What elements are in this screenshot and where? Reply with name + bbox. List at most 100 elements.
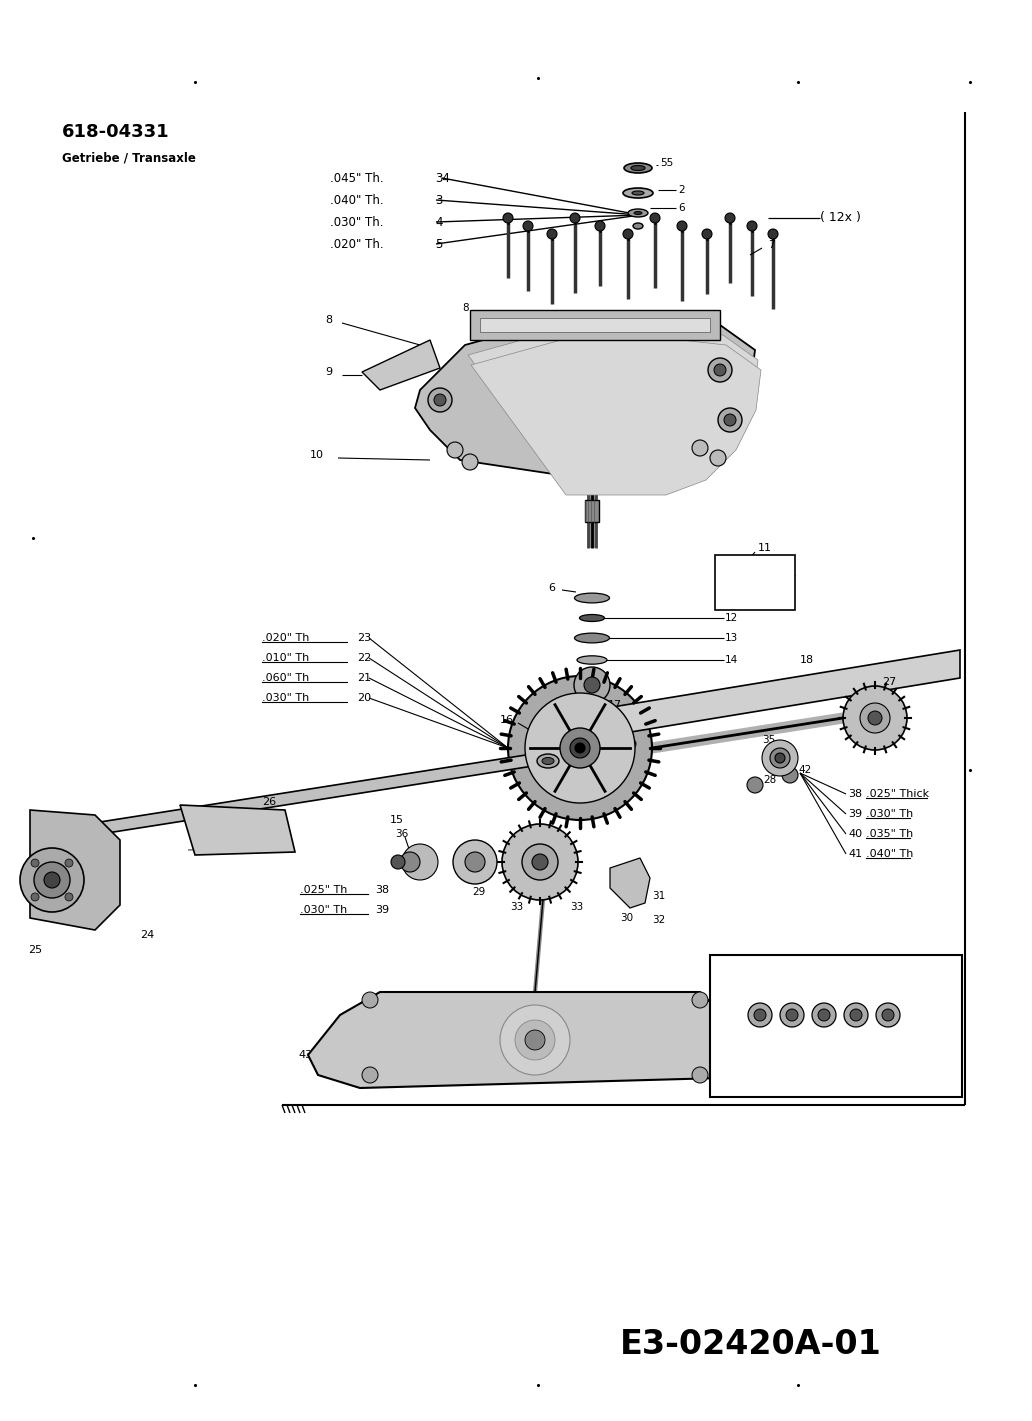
Circle shape (782, 767, 798, 783)
Text: 44: 44 (852, 992, 864, 1002)
Text: 10: 10 (310, 450, 324, 460)
Text: .025" Th: .025" Th (300, 885, 348, 895)
Text: 26: 26 (262, 797, 277, 807)
Circle shape (747, 777, 763, 793)
Text: 8: 8 (884, 992, 891, 1002)
Ellipse shape (632, 190, 644, 195)
Circle shape (525, 693, 635, 803)
Circle shape (574, 666, 610, 703)
Circle shape (843, 686, 907, 750)
Text: 8: 8 (325, 315, 332, 325)
Text: 7: 7 (768, 240, 775, 250)
Circle shape (508, 676, 652, 820)
Bar (710, 955, 962, 1097)
Circle shape (623, 229, 633, 239)
Text: 33: 33 (570, 902, 583, 912)
Text: 49: 49 (832, 968, 844, 978)
Text: 36: 36 (395, 828, 409, 838)
Ellipse shape (575, 593, 610, 603)
Circle shape (868, 710, 882, 725)
Text: 9: 9 (325, 367, 332, 377)
Text: .020" Th.: .020" Th. (330, 237, 384, 250)
Text: 46: 46 (918, 955, 930, 965)
Ellipse shape (633, 223, 643, 229)
Text: 41: 41 (848, 848, 862, 860)
Circle shape (692, 1067, 708, 1083)
Text: E3-02420A-01: E3-02420A-01 (620, 1329, 881, 1361)
Circle shape (575, 743, 585, 753)
Circle shape (65, 892, 73, 901)
Text: .025" Thick: .025" Thick (866, 789, 929, 799)
Circle shape (650, 213, 660, 223)
Text: 40: 40 (848, 828, 862, 838)
Text: 47: 47 (918, 980, 931, 990)
Text: 49: 49 (756, 992, 768, 1002)
Circle shape (570, 737, 590, 757)
Circle shape (453, 840, 497, 884)
Circle shape (525, 1030, 545, 1050)
Text: 42: 42 (798, 764, 811, 774)
Text: 17: 17 (608, 701, 622, 710)
Circle shape (850, 1009, 862, 1022)
Text: 54: 54 (715, 962, 731, 975)
Circle shape (34, 863, 70, 898)
Circle shape (677, 222, 687, 232)
Circle shape (844, 1003, 868, 1027)
Circle shape (533, 854, 548, 870)
Text: 28: 28 (763, 774, 776, 784)
Circle shape (754, 1009, 766, 1022)
Circle shape (465, 853, 485, 872)
Ellipse shape (542, 757, 554, 764)
Circle shape (462, 453, 478, 470)
Circle shape (584, 676, 600, 693)
Text: 46: 46 (820, 992, 832, 1002)
Text: .030" Th: .030" Th (300, 905, 347, 915)
Bar (470, 310, 720, 340)
Text: ( 12x ): ( 12x ) (820, 212, 861, 225)
Text: 20: 20 (357, 693, 372, 703)
Circle shape (818, 1009, 830, 1022)
Polygon shape (582, 649, 960, 740)
Ellipse shape (577, 657, 607, 664)
Circle shape (447, 442, 463, 458)
Text: 16: 16 (499, 715, 514, 725)
Circle shape (522, 844, 558, 880)
Circle shape (876, 1003, 900, 1027)
Text: 12: 12 (725, 612, 738, 622)
Text: 45: 45 (945, 980, 958, 990)
Text: 38: 38 (848, 789, 862, 799)
Text: 29: 29 (472, 887, 485, 897)
Text: 8: 8 (788, 992, 795, 1002)
Circle shape (725, 213, 735, 223)
Circle shape (710, 450, 725, 466)
Circle shape (595, 222, 605, 232)
Circle shape (762, 740, 798, 776)
Text: 15: 15 (390, 816, 404, 826)
Bar (585, 500, 599, 522)
Circle shape (391, 855, 405, 870)
Circle shape (747, 222, 757, 232)
Polygon shape (308, 992, 730, 1088)
Circle shape (780, 1003, 804, 1027)
Text: 14: 14 (725, 655, 738, 665)
Text: .030" Th: .030" Th (262, 693, 310, 703)
Text: 6: 6 (548, 583, 555, 593)
Text: .040" Th.: .040" Th. (330, 193, 384, 206)
Text: 32: 32 (652, 915, 666, 925)
Circle shape (499, 1005, 570, 1076)
Text: Getriebe / Transaxle: Getriebe / Transaxle (62, 152, 196, 165)
Text: .035" Th: .035" Th (866, 828, 913, 838)
Text: 17: 17 (540, 757, 554, 767)
Text: 24: 24 (140, 929, 154, 941)
Text: 52: 52 (835, 1054, 849, 1064)
Text: 27: 27 (882, 676, 896, 686)
Text: 22: 22 (357, 654, 372, 664)
Text: 8: 8 (462, 303, 469, 313)
Text: 6: 6 (678, 203, 684, 213)
Text: 19: 19 (625, 740, 638, 750)
Text: .010" Th: .010" Th (262, 654, 310, 664)
Text: 21: 21 (357, 674, 372, 684)
Text: 33: 33 (510, 902, 523, 912)
Circle shape (570, 213, 580, 223)
Text: 13: 13 (725, 632, 738, 642)
